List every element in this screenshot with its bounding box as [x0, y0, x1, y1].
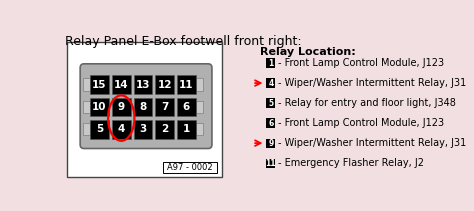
FancyBboxPatch shape [67, 42, 222, 177]
FancyBboxPatch shape [266, 58, 275, 68]
Text: - Relay for entry and floor light, J348: - Relay for entry and floor light, J348 [278, 98, 456, 108]
FancyBboxPatch shape [266, 78, 275, 88]
FancyBboxPatch shape [134, 98, 152, 116]
Text: - Emergency Flasher Relay, J2: - Emergency Flasher Relay, J2 [278, 158, 424, 168]
Text: 5: 5 [268, 99, 273, 108]
Text: 11: 11 [265, 159, 276, 168]
FancyBboxPatch shape [80, 64, 212, 149]
Text: A97 - 0002: A97 - 0002 [167, 163, 213, 172]
Text: - Wiper/Washer Intermittent Relay, J31: - Wiper/Washer Intermittent Relay, J31 [278, 78, 466, 88]
FancyBboxPatch shape [134, 75, 152, 94]
Text: 1: 1 [268, 58, 273, 68]
Text: 4: 4 [118, 124, 125, 134]
FancyBboxPatch shape [177, 75, 196, 94]
FancyBboxPatch shape [266, 99, 275, 108]
Text: 10: 10 [92, 102, 107, 112]
Text: 9: 9 [268, 139, 273, 148]
FancyBboxPatch shape [163, 162, 218, 173]
FancyBboxPatch shape [83, 123, 90, 135]
Text: 8: 8 [139, 102, 146, 112]
FancyBboxPatch shape [90, 75, 109, 94]
FancyBboxPatch shape [83, 78, 90, 91]
FancyBboxPatch shape [112, 75, 130, 94]
FancyBboxPatch shape [112, 120, 130, 138]
FancyBboxPatch shape [196, 123, 202, 135]
Text: Relay Panel E-Box footwell front right:: Relay Panel E-Box footwell front right: [65, 35, 302, 47]
Text: - Front Lamp Control Module, J123: - Front Lamp Control Module, J123 [278, 58, 444, 68]
Text: - Front Lamp Control Module, J123: - Front Lamp Control Module, J123 [278, 118, 444, 128]
FancyBboxPatch shape [266, 138, 275, 148]
Text: 9: 9 [118, 102, 125, 112]
FancyBboxPatch shape [196, 101, 202, 113]
Text: 6: 6 [268, 119, 273, 128]
FancyBboxPatch shape [155, 75, 174, 94]
Text: 12: 12 [157, 80, 172, 90]
FancyBboxPatch shape [90, 98, 109, 116]
FancyBboxPatch shape [266, 119, 275, 128]
FancyBboxPatch shape [155, 98, 174, 116]
FancyBboxPatch shape [90, 120, 109, 138]
Text: 15: 15 [92, 80, 107, 90]
Text: 2: 2 [161, 124, 168, 134]
Text: 7: 7 [161, 102, 168, 112]
FancyBboxPatch shape [196, 78, 202, 91]
FancyBboxPatch shape [134, 120, 152, 138]
Text: 6: 6 [182, 102, 190, 112]
Text: 13: 13 [136, 80, 150, 90]
FancyBboxPatch shape [112, 98, 130, 116]
FancyBboxPatch shape [177, 120, 196, 138]
Text: 1: 1 [182, 124, 190, 134]
Text: 11: 11 [179, 80, 193, 90]
FancyBboxPatch shape [83, 101, 90, 113]
FancyBboxPatch shape [155, 120, 174, 138]
Text: Relay Location:: Relay Location: [260, 47, 356, 57]
Text: 3: 3 [139, 124, 146, 134]
FancyBboxPatch shape [177, 98, 196, 116]
Text: 5: 5 [96, 124, 103, 134]
Text: 14: 14 [114, 80, 128, 90]
Text: - Wiper/Washer Intermittent Relay, J31: - Wiper/Washer Intermittent Relay, J31 [278, 138, 466, 148]
Text: 4: 4 [268, 78, 273, 88]
FancyBboxPatch shape [266, 158, 275, 168]
